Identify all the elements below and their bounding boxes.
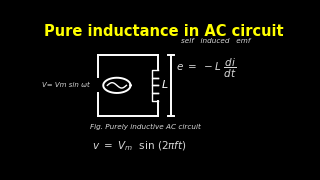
Text: V= Vm sin ωt: V= Vm sin ωt xyxy=(43,82,90,88)
Text: Pure inductance in AC circuit: Pure inductance in AC circuit xyxy=(44,24,284,39)
Text: Fig. Purely inductive AC circuit: Fig. Purely inductive AC circuit xyxy=(90,124,200,130)
Text: $v\ =\ V_m\ \ \sin\,(2\pi ft)$: $v\ =\ V_m\ \ \sin\,(2\pi ft)$ xyxy=(92,140,187,153)
Text: $e\ =\ -L\ \dfrac{di}{dt}$: $e\ =\ -L\ \dfrac{di}{dt}$ xyxy=(176,57,237,80)
Text: L: L xyxy=(162,80,168,90)
Text: self   induced   emf: self induced emf xyxy=(181,38,251,44)
